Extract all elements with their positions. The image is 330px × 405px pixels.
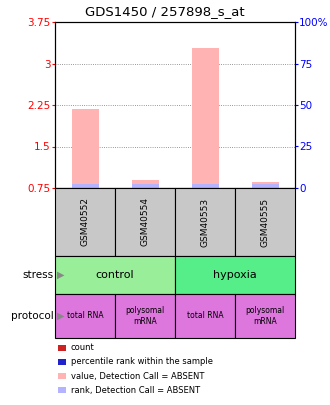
Text: GSM40555: GSM40555: [260, 197, 270, 247]
Text: value, Detection Call = ABSENT: value, Detection Call = ABSENT: [71, 371, 204, 381]
Bar: [131, 184, 158, 188]
Text: stress: stress: [22, 270, 53, 280]
Bar: [251, 184, 279, 188]
Text: polysomal
mRNA: polysomal mRNA: [125, 306, 165, 326]
Bar: [72, 183, 98, 188]
Bar: [191, 48, 218, 188]
Text: total RNA: total RNA: [187, 311, 223, 320]
Text: ▶: ▶: [57, 270, 64, 280]
Text: GSM40553: GSM40553: [201, 197, 210, 247]
Text: GDS1450 / 257898_s_at: GDS1450 / 257898_s_at: [85, 5, 245, 18]
Bar: [191, 183, 218, 188]
Bar: [131, 180, 158, 188]
Text: GSM40552: GSM40552: [81, 198, 89, 247]
Text: count: count: [71, 343, 94, 352]
Text: percentile rank within the sample: percentile rank within the sample: [71, 358, 213, 367]
Text: ▶: ▶: [57, 311, 64, 321]
Text: rank, Detection Call = ABSENT: rank, Detection Call = ABSENT: [71, 386, 200, 394]
Text: total RNA: total RNA: [67, 311, 103, 320]
Text: control: control: [96, 270, 134, 280]
Text: protocol: protocol: [11, 311, 53, 321]
Text: polysomal
mRNA: polysomal mRNA: [246, 306, 284, 326]
Text: GSM40554: GSM40554: [141, 198, 149, 247]
Text: hypoxia: hypoxia: [213, 270, 257, 280]
Bar: [72, 109, 98, 188]
Bar: [251, 183, 279, 188]
